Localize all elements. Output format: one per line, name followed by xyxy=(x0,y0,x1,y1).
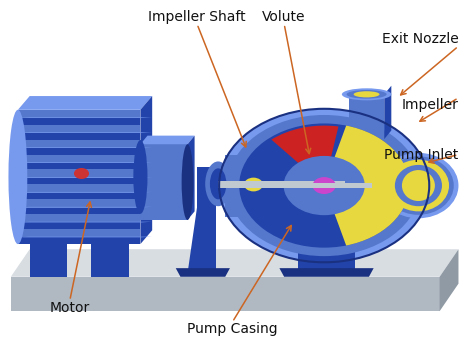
Text: Motor: Motor xyxy=(50,301,90,315)
Text: Pump Inlet: Pump Inlet xyxy=(384,147,458,162)
Wedge shape xyxy=(324,126,409,246)
Polygon shape xyxy=(140,136,195,144)
Polygon shape xyxy=(176,268,230,277)
Ellipse shape xyxy=(383,156,454,215)
Polygon shape xyxy=(18,133,140,139)
Circle shape xyxy=(239,124,409,248)
Polygon shape xyxy=(188,208,216,273)
Text: Impeller: Impeller xyxy=(401,98,458,112)
Polygon shape xyxy=(30,244,67,277)
Ellipse shape xyxy=(354,91,380,98)
Ellipse shape xyxy=(205,161,231,206)
Polygon shape xyxy=(279,268,374,277)
Polygon shape xyxy=(140,96,152,244)
Circle shape xyxy=(228,115,421,256)
Polygon shape xyxy=(18,148,140,154)
Ellipse shape xyxy=(182,144,193,220)
Polygon shape xyxy=(18,178,140,184)
Polygon shape xyxy=(18,177,152,178)
Circle shape xyxy=(336,269,346,276)
Polygon shape xyxy=(298,242,355,270)
Text: Exit Nozzle: Exit Nozzle xyxy=(382,32,458,46)
Ellipse shape xyxy=(402,170,435,201)
Circle shape xyxy=(283,156,365,215)
Ellipse shape xyxy=(210,168,227,199)
Polygon shape xyxy=(11,277,439,311)
Polygon shape xyxy=(218,181,346,186)
Text: Volute: Volute xyxy=(263,10,306,24)
Polygon shape xyxy=(349,94,384,139)
Polygon shape xyxy=(225,154,258,217)
Polygon shape xyxy=(18,110,140,244)
Polygon shape xyxy=(18,222,140,229)
Polygon shape xyxy=(18,208,140,214)
Ellipse shape xyxy=(388,160,449,211)
Polygon shape xyxy=(18,96,152,110)
Circle shape xyxy=(74,168,89,179)
Text: Impeller Shaft: Impeller Shaft xyxy=(148,10,246,24)
Polygon shape xyxy=(18,162,152,163)
Polygon shape xyxy=(18,192,152,193)
Polygon shape xyxy=(140,144,188,220)
Polygon shape xyxy=(18,237,140,244)
Polygon shape xyxy=(218,183,373,188)
Polygon shape xyxy=(384,86,392,139)
Polygon shape xyxy=(91,244,128,277)
Ellipse shape xyxy=(9,110,27,244)
Polygon shape xyxy=(11,249,458,277)
Polygon shape xyxy=(439,249,458,311)
Ellipse shape xyxy=(378,153,458,218)
Polygon shape xyxy=(18,193,140,199)
Polygon shape xyxy=(18,147,152,148)
Ellipse shape xyxy=(133,140,147,214)
Polygon shape xyxy=(197,167,216,273)
Text: Pump Casing: Pump Casing xyxy=(187,322,278,336)
Circle shape xyxy=(312,177,336,194)
Polygon shape xyxy=(18,118,140,125)
Circle shape xyxy=(219,109,429,262)
Ellipse shape xyxy=(346,90,387,99)
Polygon shape xyxy=(18,132,152,133)
Polygon shape xyxy=(18,163,140,169)
Circle shape xyxy=(346,269,355,276)
Circle shape xyxy=(244,178,263,192)
Wedge shape xyxy=(272,126,338,186)
Polygon shape xyxy=(18,117,152,118)
Ellipse shape xyxy=(395,165,442,206)
Polygon shape xyxy=(188,136,195,220)
Ellipse shape xyxy=(342,88,392,100)
Polygon shape xyxy=(18,207,152,208)
Circle shape xyxy=(301,269,310,276)
